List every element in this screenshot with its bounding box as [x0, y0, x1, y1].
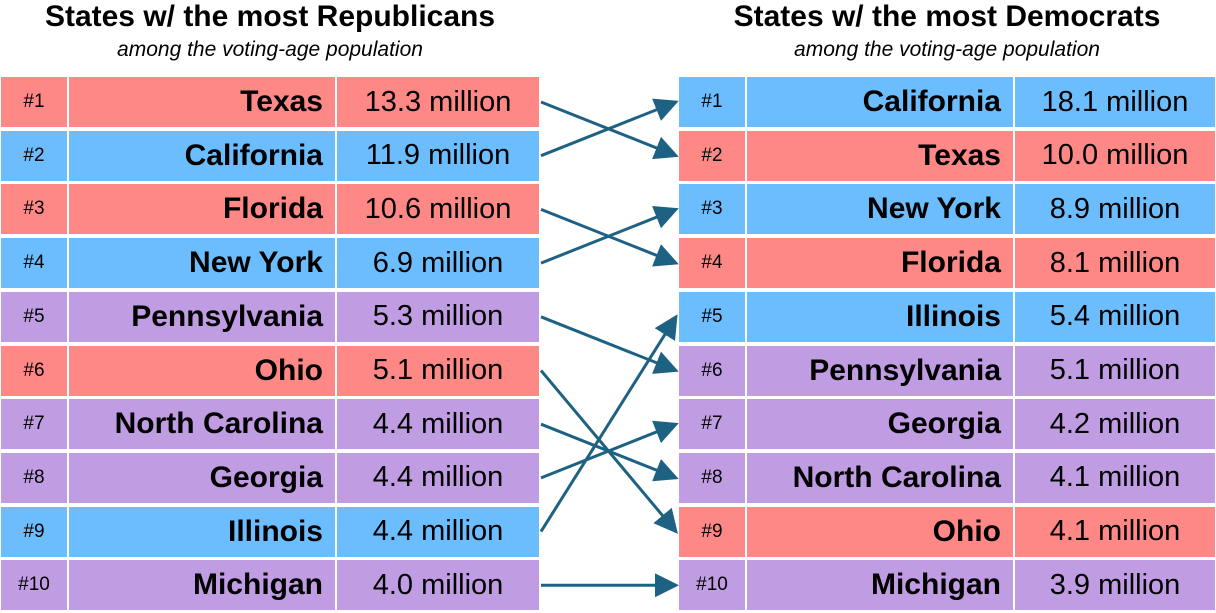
value-cell: 8.1 million: [1014, 237, 1216, 290]
value-cell: 5.4 million: [1014, 290, 1216, 343]
table-row: #2 Texas 10.0 million: [678, 129, 1216, 182]
rank-arrow: [540, 100, 679, 160]
rank-cell: #5: [678, 290, 746, 343]
value-cell: 4.1 million: [1014, 505, 1216, 558]
rank-cell: #7: [678, 398, 746, 451]
value-cell: 18.1 million: [1014, 76, 1216, 128]
rank-arrow: [540, 315, 679, 374]
republicans-subtitle: among the voting-age population: [117, 38, 423, 61]
value-cell: 11.9 million: [336, 129, 540, 182]
table-row: #2 California 11.9 million: [0, 129, 540, 182]
table-row: #3 Florida 10.6 million: [0, 183, 540, 236]
state-name-cell: California: [746, 76, 1014, 128]
state-name-cell: Georgia: [746, 398, 1014, 451]
table-row: #6 Ohio 5.1 million: [0, 344, 540, 397]
state-name-cell: Ohio: [746, 505, 1014, 558]
rank-cell: #5: [0, 290, 68, 343]
rank-arrow: [540, 206, 679, 265]
state-name-cell: North Carolina: [68, 398, 336, 451]
value-cell: 13.3 million: [336, 76, 540, 128]
rank-arrow: [540, 420, 679, 480]
rank-cell: #10: [0, 559, 68, 612]
value-cell: 5.1 million: [336, 344, 540, 397]
state-name-cell: Texas: [68, 76, 336, 128]
table-row: #1 California 18.1 million: [678, 76, 1216, 128]
table-row: #9 Illinois 4.4 million: [0, 505, 540, 558]
table-row: #3 New York 8.9 million: [678, 183, 1216, 236]
rank-arrow: [540, 422, 679, 482]
state-name-cell: North Carolina: [746, 451, 1014, 504]
state-name-cell: Illinois: [68, 505, 336, 558]
rank-arrow: [540, 98, 679, 158]
value-cell: 8.9 million: [1014, 183, 1216, 236]
value-cell: 5.3 million: [336, 290, 540, 343]
rank-cell: #4: [678, 237, 746, 290]
value-cell: 4.0 million: [336, 559, 540, 612]
value-cell: 3.9 million: [1014, 559, 1216, 612]
rank-arrow: [539, 369, 678, 534]
state-name-cell: Pennsylvania: [68, 290, 336, 343]
rank-cell: #3: [678, 183, 746, 236]
value-cell: 4.4 million: [336, 451, 540, 504]
state-name-cell: Pennsylvania: [746, 344, 1014, 397]
rank-cell: #9: [678, 505, 746, 558]
value-cell: 4.1 million: [1014, 451, 1216, 504]
state-name-cell: New York: [68, 237, 336, 290]
rank-cell: #6: [0, 344, 68, 397]
rank-cell: #9: [0, 505, 68, 558]
value-cell: 5.1 million: [1014, 344, 1216, 397]
table-row: #10 Michigan 3.9 million: [678, 559, 1216, 612]
state-name-cell: Texas: [746, 129, 1014, 182]
state-name-cell: Florida: [68, 183, 336, 236]
value-cell: 10.6 million: [336, 183, 540, 236]
table-row: #7 North Carolina 4.4 million: [0, 398, 540, 451]
state-name-cell: Michigan: [746, 559, 1014, 612]
state-name-cell: New York: [746, 183, 1014, 236]
table-row: #5 Illinois 5.4 million: [678, 290, 1216, 343]
rank-cell: #2: [0, 129, 68, 182]
rank-cell: #10: [678, 559, 746, 612]
table-row: #4 Florida 8.1 million: [678, 237, 1216, 290]
table-row: #5 Pennsylvania 5.3 million: [0, 290, 540, 343]
table-row: #1 Texas 13.3 million: [0, 76, 540, 128]
value-cell: 4.4 million: [336, 505, 540, 558]
table-row: #8 Georgia 4.4 million: [0, 451, 540, 504]
table-row: #8 North Carolina 4.1 million: [678, 451, 1216, 504]
state-name-cell: Michigan: [68, 559, 336, 612]
value-cell: 10.0 million: [1014, 129, 1216, 182]
value-cell: 4.4 million: [336, 398, 540, 451]
table-row: #9 Ohio 4.1 million: [678, 505, 1216, 558]
rank-cell: #6: [678, 344, 746, 397]
state-name-cell: Ohio: [68, 344, 336, 397]
table-row: #10 Michigan 4.0 million: [0, 559, 540, 612]
republicans-title: States w/ the most Republicans: [44, 0, 496, 33]
state-name-cell: Georgia: [68, 451, 336, 504]
state-name-cell: California: [68, 129, 336, 182]
rank-cell: #1: [0, 76, 68, 128]
rank-cell: #8: [678, 451, 746, 504]
democrats-title: States w/ the most Democrats: [733, 0, 1161, 33]
rank-cell: #2: [678, 129, 746, 182]
rank-cell: #8: [0, 451, 68, 504]
rank-cell: #7: [0, 398, 68, 451]
democrats-subtitle: among the voting-age population: [794, 38, 1100, 61]
rank-arrow: [539, 314, 678, 533]
table-row: #7 Georgia 4.2 million: [678, 398, 1216, 451]
value-cell: 4.2 million: [1014, 398, 1216, 451]
state-name-cell: Florida: [746, 237, 1014, 290]
rank-cell: #1: [678, 76, 746, 128]
rank-cell: #4: [0, 237, 68, 290]
table-row: #4 New York 6.9 million: [0, 237, 540, 290]
value-cell: 6.9 million: [336, 237, 540, 290]
table-row: #6 Pennsylvania 5.1 million: [678, 344, 1216, 397]
rank-arrow: [540, 208, 679, 267]
state-name-cell: Illinois: [746, 290, 1014, 343]
rank-cell: #3: [0, 183, 68, 236]
